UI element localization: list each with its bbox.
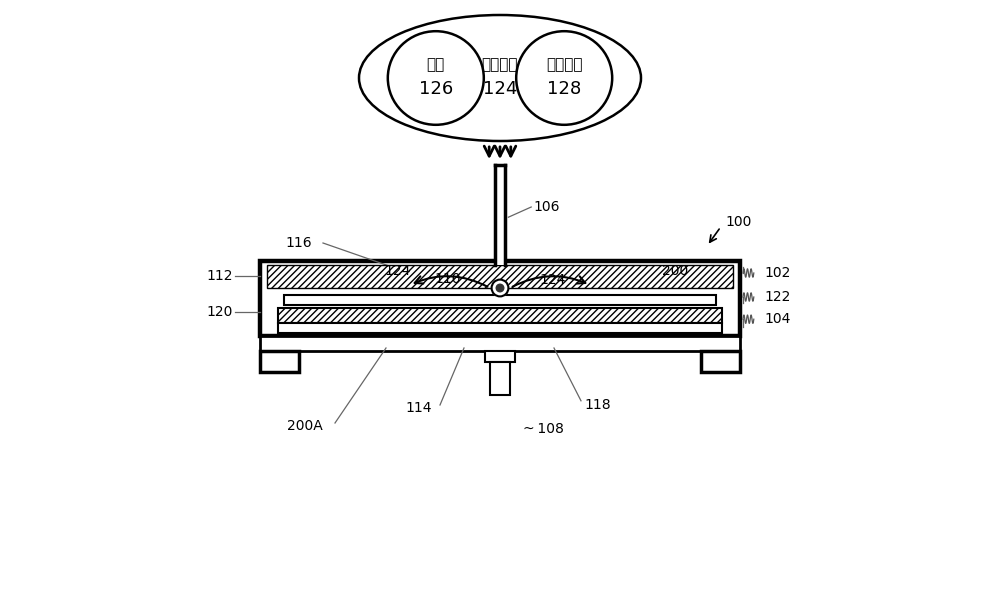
Bar — [485, 351, 515, 362]
Text: 124: 124 — [385, 264, 411, 278]
Ellipse shape — [359, 15, 641, 141]
Bar — [278, 323, 722, 333]
Text: 124: 124 — [539, 273, 565, 287]
Text: 200A: 200A — [287, 419, 323, 433]
Text: 128: 128 — [547, 80, 581, 98]
Text: 氮气: 氮气 — [427, 57, 445, 72]
Circle shape — [496, 284, 504, 292]
Text: 二氧化碳: 二氧化碳 — [546, 57, 582, 72]
Circle shape — [492, 280, 508, 296]
Text: ~ 108: ~ 108 — [523, 422, 564, 436]
Bar — [278, 308, 722, 323]
Bar — [495, 165, 505, 265]
Text: 124: 124 — [483, 80, 517, 98]
Text: 104: 104 — [764, 312, 790, 326]
Bar — [701, 351, 740, 372]
Bar — [267, 265, 733, 288]
Text: 122: 122 — [764, 290, 790, 304]
Ellipse shape — [516, 31, 612, 125]
Text: 120: 120 — [207, 305, 233, 319]
Bar — [260, 351, 299, 372]
Bar — [284, 295, 716, 305]
Bar — [260, 336, 740, 351]
Text: 100: 100 — [725, 215, 751, 229]
Text: 114: 114 — [406, 401, 432, 415]
Text: 126: 126 — [419, 80, 453, 98]
FancyArrowPatch shape — [415, 276, 487, 287]
Text: 106: 106 — [533, 200, 560, 214]
Text: 112: 112 — [207, 269, 233, 283]
Bar — [490, 362, 510, 395]
Ellipse shape — [388, 31, 484, 125]
Text: 冷却气体: 冷却气体 — [482, 57, 518, 72]
Bar — [260, 261, 740, 336]
Text: 200: 200 — [662, 264, 688, 278]
Text: 110: 110 — [434, 272, 461, 286]
Text: 102: 102 — [764, 266, 790, 280]
Text: 116: 116 — [286, 236, 312, 250]
Text: 118: 118 — [584, 398, 611, 412]
FancyArrowPatch shape — [513, 276, 585, 287]
